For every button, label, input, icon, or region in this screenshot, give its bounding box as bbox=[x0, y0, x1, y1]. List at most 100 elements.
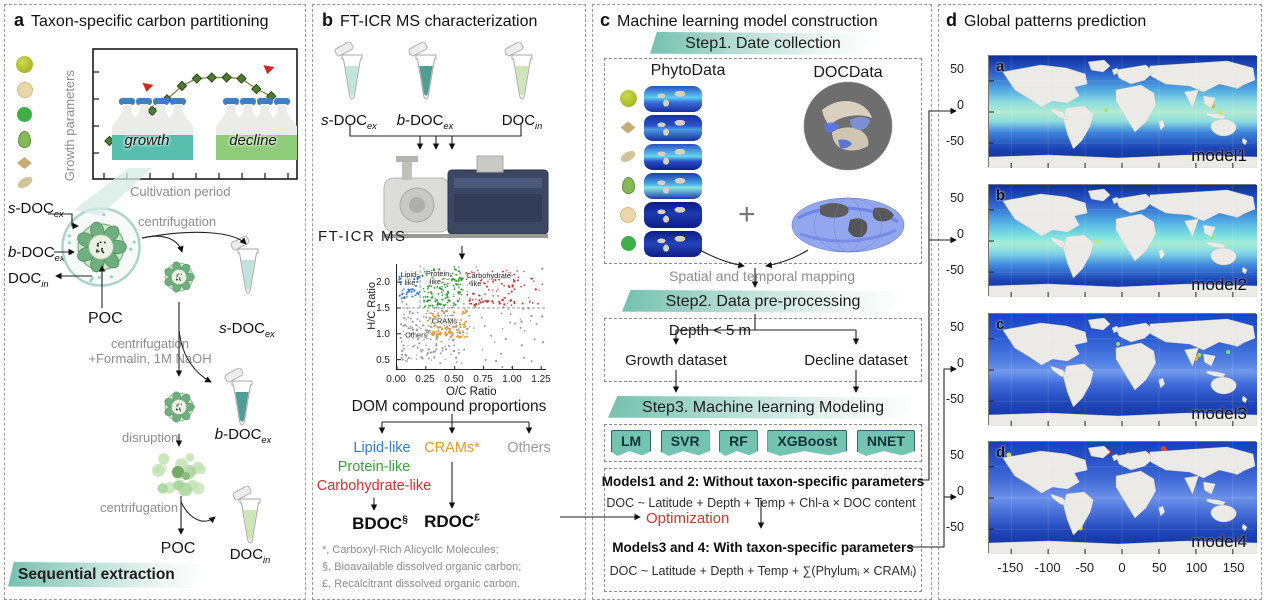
panel-b-frame bbox=[312, 4, 586, 600]
latitude-tick: 0 bbox=[957, 98, 964, 112]
latitude-tick: 50 bbox=[950, 191, 964, 205]
decline-phase-label: decline bbox=[229, 132, 277, 149]
latitude-tick: -50 bbox=[945, 392, 964, 406]
flask-cap bbox=[153, 98, 169, 105]
docin-sample-label: DOCin bbox=[501, 112, 543, 131]
growth-chart: growth decline bbox=[92, 48, 298, 180]
map-model-label: model3 bbox=[1191, 404, 1247, 423]
growth-phase-label: growth bbox=[124, 132, 170, 149]
phyto-icon bbox=[619, 90, 637, 107]
svg-text:Protein-: Protein- bbox=[426, 269, 452, 278]
longitude-tick: -150 bbox=[997, 560, 1024, 575]
distribution-map-thumbnail bbox=[644, 172, 702, 199]
culture-flask bbox=[267, 98, 297, 160]
phytodata-row bbox=[618, 113, 702, 142]
sequential-extraction-banner: Sequential extraction bbox=[8, 562, 204, 588]
bdoc-sample-tube bbox=[406, 41, 444, 111]
footnote-crams: *, Carboxyl-Rich Alicyclic Molecules; bbox=[322, 544, 499, 556]
step3-banner: Step3. Machine learning Modeling bbox=[608, 396, 918, 419]
carbohydrate-like-category: Carbohydrate-like bbox=[316, 478, 432, 494]
growth-chart-ylabel: Growth parameters bbox=[62, 70, 77, 182]
sdoc-sample-tube bbox=[332, 41, 370, 111]
sdoc-tube bbox=[228, 235, 266, 305]
plus-sign: + bbox=[738, 198, 756, 231]
flask-cluster-growth bbox=[112, 98, 193, 160]
model-tag-xgboost: XGBoost bbox=[767, 429, 848, 456]
svg-text:like: like bbox=[404, 278, 415, 287]
scatter-xtick: 1.25 bbox=[531, 374, 551, 385]
distribution-map-thumbnail bbox=[644, 201, 702, 228]
flask-cap bbox=[240, 98, 256, 105]
growth-dataset-label: Growth dataset bbox=[625, 352, 727, 369]
panel-c-title: c Machine learning model construction bbox=[600, 10, 878, 30]
panel-a-title: a Taxon-specific carbon partitioning bbox=[14, 10, 269, 30]
phyto-icon bbox=[620, 236, 636, 251]
model-tag-lm: LM bbox=[611, 429, 652, 456]
latitude-tick: -50 bbox=[945, 134, 964, 148]
model-tag-rf: RF bbox=[719, 429, 758, 456]
svg-text:like: like bbox=[430, 277, 441, 286]
centrifugation-label-2: centrifugation bbox=[110, 336, 190, 351]
latitude-tick: 50 bbox=[950, 62, 964, 76]
decline-dataset-label: Decline dataset bbox=[804, 352, 908, 369]
flask-cap bbox=[257, 98, 273, 105]
scatter-ytick: 1.5 bbox=[376, 303, 390, 314]
spatial-temporal-mapping-label: Spatial and temporal mapping bbox=[665, 268, 859, 284]
models12-title: Models1 and 2: Without taxon-specific pa… bbox=[601, 474, 925, 489]
latitude-tick: 50 bbox=[950, 320, 964, 334]
phytodata-row bbox=[618, 171, 702, 200]
depth-filter-label: Depth < 5 m bbox=[665, 322, 755, 339]
longitude-tick: -100 bbox=[1034, 560, 1061, 575]
phytodata-row bbox=[618, 200, 702, 229]
panel-a-frame bbox=[4, 4, 306, 600]
panel-b-title: b FT-ICR MS characterization bbox=[322, 10, 538, 30]
phyto-icon bbox=[18, 131, 31, 148]
map-model-label: model2 bbox=[1191, 275, 1247, 294]
scatter-xlabel: O/C Ratio bbox=[446, 386, 497, 398]
svg-text:CRAMs: CRAMs bbox=[432, 316, 458, 325]
panel-d-title: d Global patterns prediction bbox=[946, 10, 1147, 30]
distribution-map-thumbnail bbox=[644, 114, 702, 141]
model-tag-nnet: NNET bbox=[856, 429, 915, 456]
phyto-icon bbox=[16, 82, 33, 98]
phyto-icon bbox=[621, 177, 635, 194]
ml-models-box: LM SVR RF XGBoost NNET bbox=[604, 424, 922, 462]
world-map-model1: a model1 bbox=[988, 55, 1257, 168]
disruption-label: disruption bbox=[122, 430, 179, 445]
centrifugation-label-3: centrifugation bbox=[100, 500, 179, 515]
longitude-tick: -50 bbox=[1075, 560, 1095, 575]
bdoc-result: BDOC§ bbox=[352, 514, 408, 533]
sdoc-tube-label: s-DOCex bbox=[219, 320, 275, 339]
van-krevelen-plot: Lipid-like Protein-like Carbohydrate-like C… bbox=[396, 264, 547, 370]
distribution-map-thumbnail bbox=[644, 85, 702, 112]
flask-cap bbox=[119, 98, 135, 105]
svg-text:Others: Others bbox=[405, 330, 427, 339]
phytoplankton-icon-column bbox=[15, 56, 34, 191]
docin-tube bbox=[230, 485, 268, 555]
models12-formula: DOC ~ Latitude + Depth + Temp + Chl-a × … bbox=[606, 496, 916, 510]
panel-a-letter: a bbox=[14, 10, 25, 30]
scatter-xtick: 0.50 bbox=[444, 374, 464, 385]
footnote-bdoc: §, Bioavailable dissolved organic carbon… bbox=[322, 561, 522, 573]
bdoc-tube-label: b-DOCex bbox=[214, 426, 272, 445]
doc-in-label: DOCin bbox=[8, 270, 49, 289]
cell-after-centrifugation bbox=[154, 252, 204, 307]
longitude-tick: 100 bbox=[1185, 560, 1208, 575]
flask-cap bbox=[170, 98, 186, 105]
longitude-tick: 0 bbox=[1118, 560, 1126, 575]
phyto-icon bbox=[17, 157, 32, 169]
panel-d-letter: d bbox=[946, 10, 957, 30]
sdoc-sample-label: s-DOCex bbox=[321, 112, 377, 131]
phyto-icon bbox=[620, 206, 636, 223]
docdata-label: DOCData bbox=[813, 64, 883, 81]
models34-formula: DOC ~ Latitude + Depth + Temp + ∑(Phylum… bbox=[609, 564, 917, 578]
bdoc-sample-label: b-DOCex bbox=[396, 112, 454, 131]
growth-chart-xlabel: Cultivation period bbox=[130, 184, 231, 199]
world-map-model2: b model2 bbox=[988, 184, 1257, 297]
flask-cluster-decline bbox=[216, 98, 297, 160]
map-letter: b bbox=[996, 187, 1006, 204]
poc-result-label: POC bbox=[160, 540, 196, 557]
ft-icr-ms-label: FT-ICR MS bbox=[318, 228, 407, 245]
poc-label: POC bbox=[88, 310, 123, 327]
longitude-tick: 150 bbox=[1222, 560, 1245, 575]
